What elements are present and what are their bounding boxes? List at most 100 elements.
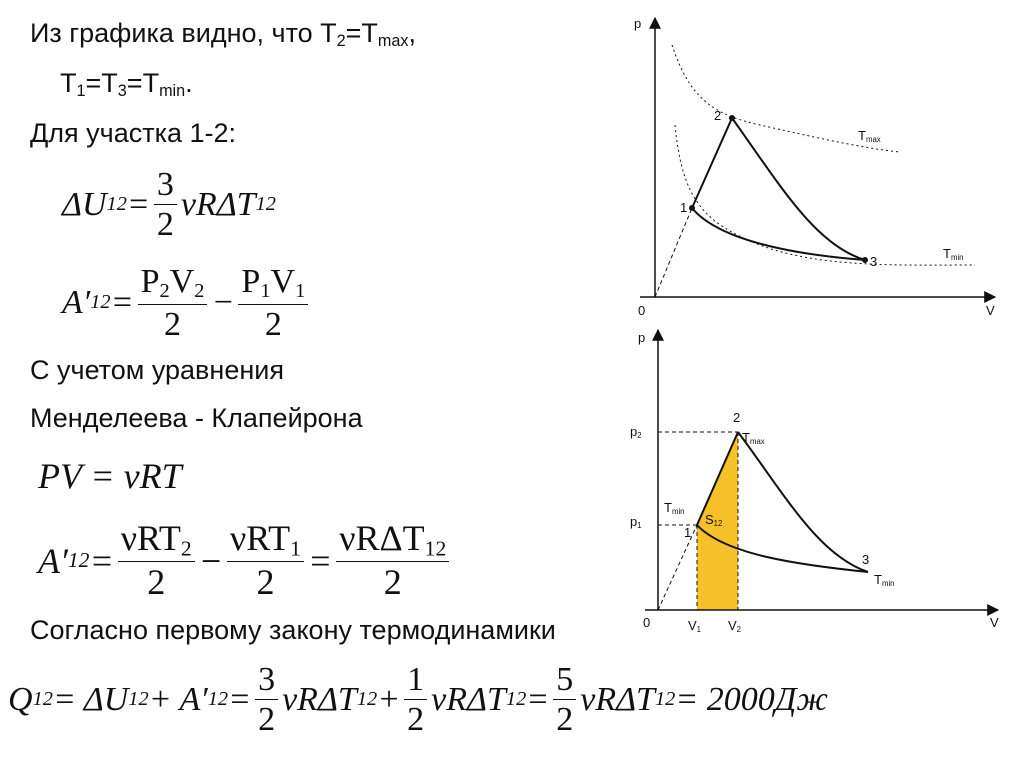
subscript: min (671, 506, 685, 516)
text-run: νRΔT (282, 680, 357, 718)
text-run: 2 (407, 701, 425, 739)
diagram-label: Tmin (874, 572, 895, 588)
process-2-3 (731, 117, 866, 261)
text-run: 0 (638, 303, 646, 318)
text-run: ΔU (62, 185, 107, 223)
text-run: =T (345, 18, 378, 48)
dashed-line (654, 207, 693, 298)
text-run: S (705, 512, 714, 527)
diagram-label: 2 (714, 108, 721, 123)
text-run: T (664, 500, 672, 515)
text-run: νRΔT (431, 680, 506, 718)
text-run: 3 (870, 254, 878, 269)
text-run: = (126, 185, 150, 223)
text-run: Из графика видно, что T (30, 18, 337, 48)
subscript: max (377, 32, 409, 51)
text-run: νRΔT (180, 185, 256, 223)
text-run: 0 (643, 615, 651, 630)
text-run: 3 (258, 661, 276, 698)
subscript: 12 (67, 548, 90, 573)
point (862, 257, 868, 263)
text-run: νRΔT (339, 518, 425, 558)
text-run: 2 (733, 410, 741, 425)
numerator: νRT2 (117, 518, 195, 563)
formula: A′ 12 = νRT2 2 − νRT1 2 = νRΔT12 2 (38, 518, 453, 604)
fraction: νRT1 2 (226, 518, 304, 604)
text-run: С учетом уравнения (30, 355, 284, 385)
subscript: 1 (76, 82, 86, 101)
subscript: max (865, 134, 881, 144)
subscript: 12 (32, 688, 53, 711)
subscript: 12 (713, 518, 723, 528)
subscript: 3 (117, 82, 127, 101)
denominator: 2 (118, 562, 195, 603)
numerator: νRT1 (226, 518, 304, 563)
point (729, 115, 735, 121)
subscript: 12 (424, 536, 447, 561)
text-run: A′ (38, 540, 68, 581)
diagram-label: Tmin (943, 246, 964, 262)
subscript: 12 (128, 688, 149, 711)
subscript: 2 (336, 32, 346, 51)
denominator: 2 (138, 305, 208, 344)
denominator: 2 (227, 562, 304, 603)
numerator: 1 (404, 660, 428, 701)
formula: PV = νRT (38, 455, 182, 497)
diagram-label: Tmax (858, 128, 881, 144)
point (689, 205, 695, 211)
process-2-3 (737, 431, 869, 573)
text-run: V (728, 618, 737, 633)
text-run: P (241, 263, 261, 300)
text-run: V (270, 263, 296, 300)
text-line: T1=T3=Tmin. (60, 68, 193, 101)
subscript: 1 (260, 280, 271, 303)
text-run: 2 (156, 206, 174, 244)
subscript: 2 (159, 280, 170, 303)
text-run: p (630, 514, 638, 529)
diagram-label: Tmax (742, 430, 765, 446)
text-run: =T (85, 68, 118, 98)
text-run: 2 (256, 562, 275, 603)
subscript: 12 (106, 193, 127, 216)
denominator: 2 (404, 700, 427, 739)
text-run: 2 (714, 108, 722, 123)
diagram-label: V2 (728, 618, 741, 634)
subscript: 12 (654, 688, 676, 711)
subscript: max (749, 436, 765, 446)
text-run: V (688, 618, 697, 633)
diagram-label: V (986, 303, 995, 318)
text-line: Согласно первому закону термодинамики (30, 615, 556, 646)
text-run: A′ (62, 283, 91, 321)
text-run: 1 (407, 661, 425, 698)
text-line: С учетом уравнения (30, 355, 284, 386)
diagram-label: p2 (630, 424, 642, 440)
text-run: 2 (383, 562, 402, 603)
text-run: 2 (264, 305, 282, 343)
diagram-label: 1 (684, 525, 691, 540)
text-run: T (874, 572, 882, 587)
formula: Q 12 = ΔU 12 + A′ 12 = 3 2 νRΔT 12 + 1 2 νRΔT 12 … (8, 660, 828, 739)
text-run: = (228, 680, 252, 718)
diagram-label: S12 (705, 512, 722, 528)
text-run: = ΔU (52, 680, 129, 718)
text-run: PV = νRT (38, 456, 182, 496)
numerator: P2V2 (137, 262, 208, 305)
subscript: 12 (90, 291, 111, 314)
subscript: 2 (736, 624, 742, 634)
text-run: T (858, 128, 866, 143)
text-run: Согласно первому закону термодинамики (30, 615, 556, 645)
text-run: − (211, 283, 235, 321)
subscript: min (950, 252, 964, 262)
subscript: 2 (637, 430, 642, 440)
formula: A′ 12 = P2V2 2 − P1V1 2 (62, 262, 312, 344)
text-line: Менделеева - Клапейрона (30, 403, 363, 434)
text-run: . (185, 68, 193, 98)
process-3-1 (691, 207, 866, 261)
numerator: νRΔT12 (336, 518, 450, 563)
diagram-label: 1 (680, 200, 687, 215)
text-run: νRT (229, 518, 291, 558)
text-run: Менделеева - Клапейрона (30, 403, 363, 433)
text-run: V (990, 615, 999, 630)
